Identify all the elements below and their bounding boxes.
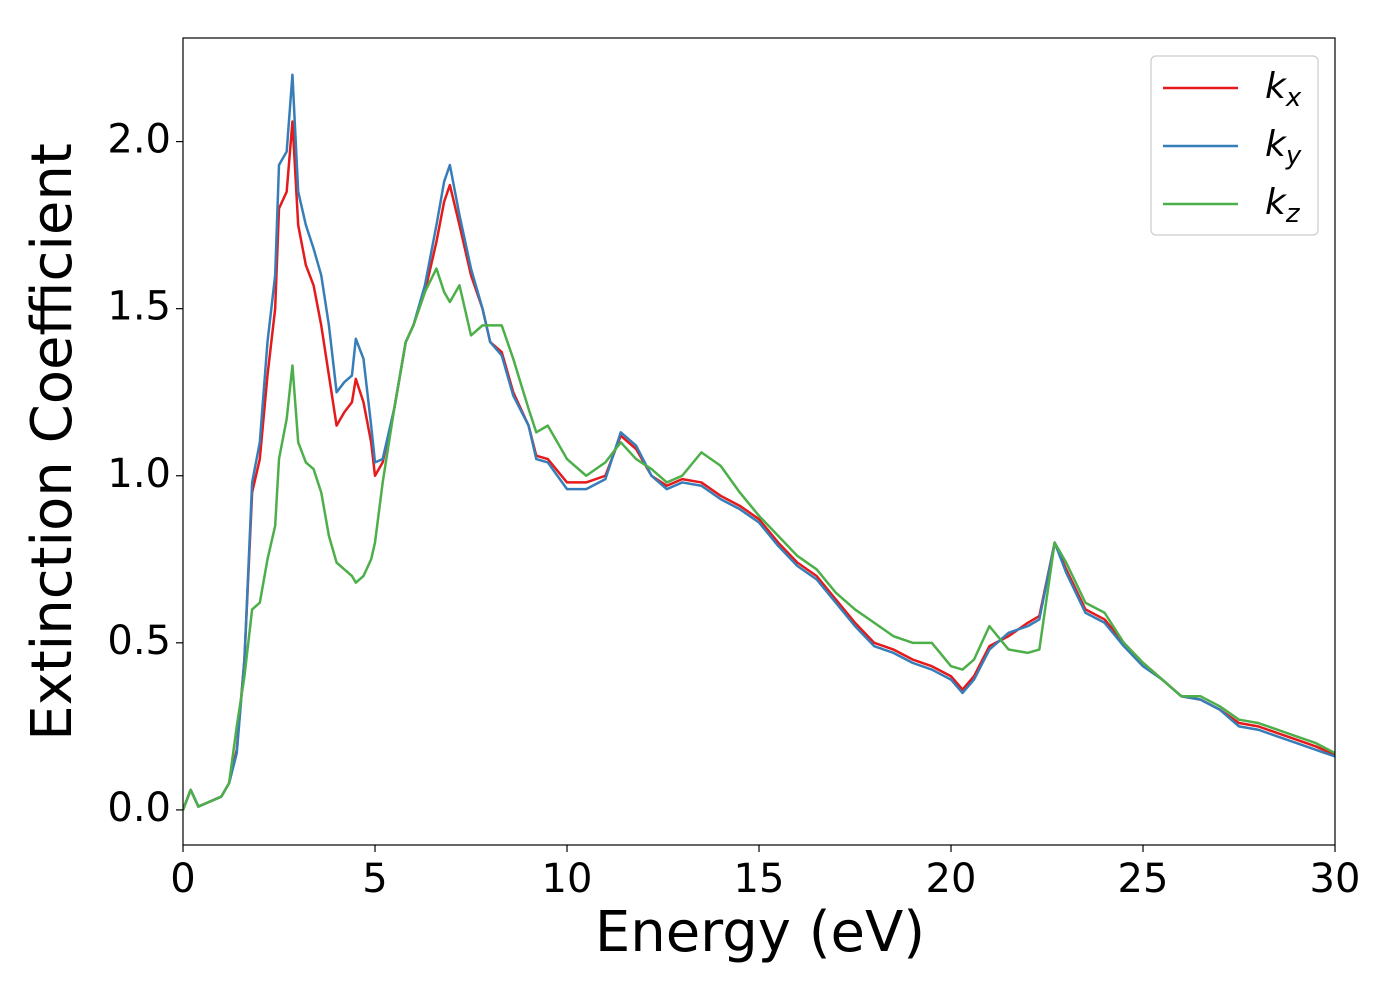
y-tick-label: 1.5 — [107, 284, 171, 330]
legend-label: kx — [1265, 66, 1302, 113]
legend-label: kz — [1265, 182, 1301, 229]
x-tick-label: 15 — [734, 856, 785, 902]
plot-frame — [182, 37, 1336, 846]
y-axis-label: Extinction Coefficient — [20, 143, 85, 741]
y-tick-label: 0.5 — [107, 618, 171, 664]
x-axis-label: Energy (eV) — [595, 900, 925, 965]
y-tick-label: 1.0 — [107, 451, 171, 497]
x-tick-label: 0 — [170, 856, 195, 902]
legend-label: ky — [1265, 124, 1302, 171]
series-line — [183, 267, 1335, 811]
y-tick-label: 2.0 — [107, 117, 171, 163]
x-tick-label: 20 — [926, 856, 977, 902]
x-tick-label: 25 — [1118, 856, 1169, 902]
x-tick-label: 5 — [362, 856, 387, 902]
series-line — [183, 73, 1335, 811]
x-tick-label: 30 — [1310, 856, 1361, 902]
y-tick-label: 0.0 — [107, 785, 171, 831]
x-tick-label: 10 — [542, 856, 593, 902]
